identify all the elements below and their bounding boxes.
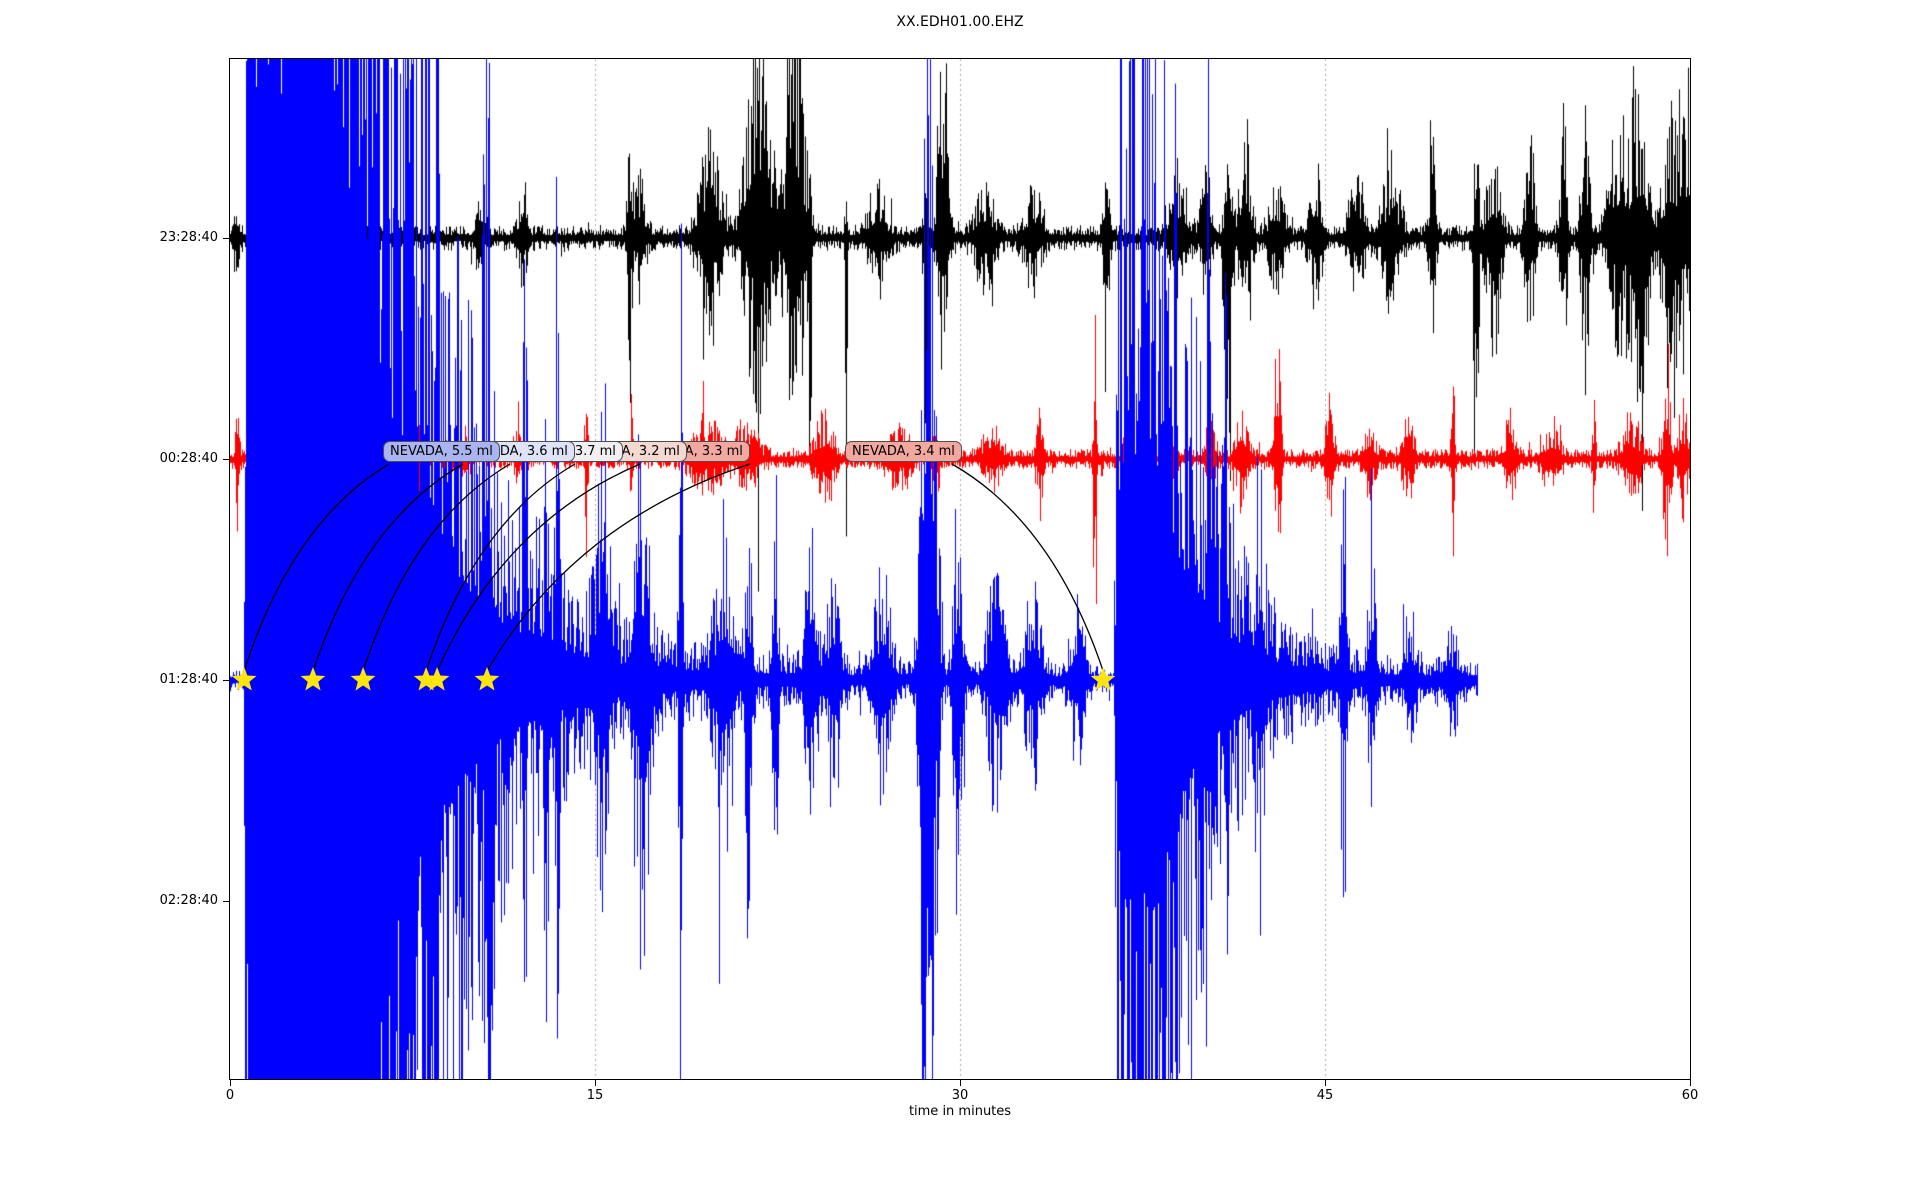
x-tick-label: 45 [1316,1088,1334,1103]
event-star-marker [231,667,257,691]
y-tick-label: 23:28:40 [159,230,218,245]
event-connector [243,463,390,672]
x-tick-label: 15 [586,1088,604,1103]
annotation-overlay [231,463,1116,691]
event-connector [951,463,1104,672]
x-tick-label: 0 [225,1088,235,1103]
event-star-marker [413,667,439,691]
x-tick-label: 60 [1681,1088,1699,1103]
y-tick-mark [223,459,229,460]
event-star-marker [300,667,326,691]
x-tick-mark [1325,1080,1326,1086]
event-connector [312,463,464,672]
y-tick-label: 01:28:40 [159,672,218,687]
x-tick-mark [1690,1080,1691,1086]
y-tick-mark [223,238,229,239]
waveform-canvas [230,59,1690,1079]
event-star-marker [424,667,450,691]
event-star-marker [1090,667,1116,691]
y-tick-mark [223,680,229,681]
x-axis-label: time in minutes [908,1104,1012,1119]
page-title: XX.EDH01.00.EHZ [896,14,1024,30]
event-connector [362,463,511,672]
x-tick-mark [595,1080,596,1086]
y-tick-mark [223,901,229,902]
event-star-marker [350,667,376,691]
event-star-marker [474,667,500,691]
event-connector [425,463,576,672]
event-connector [486,463,751,672]
x-tick-label: 30 [951,1088,969,1103]
event-label: NEVADA, 5.5 ml [383,441,500,462]
y-tick-label: 00:28:40 [159,451,218,466]
y-tick-label: 02:28:40 [159,893,218,908]
x-tick-mark [230,1080,231,1086]
x-tick-mark [960,1080,961,1086]
event-connector [436,463,641,672]
event-label: NEVADA, 3.4 ml [845,441,962,462]
